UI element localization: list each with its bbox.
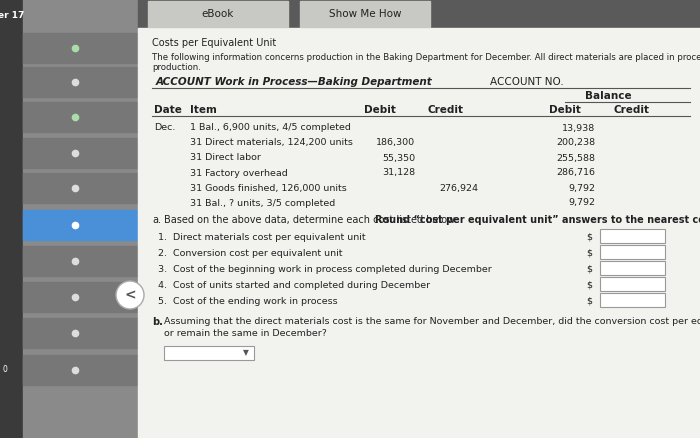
Text: a.: a.	[152, 215, 161, 225]
Text: 31 Goods finished, 126,000 units: 31 Goods finished, 126,000 units	[190, 184, 346, 192]
Text: 5.  Cost of the ending work in process: 5. Cost of the ending work in process	[158, 297, 337, 305]
Text: ACCOUNT NO.: ACCOUNT NO.	[490, 77, 564, 87]
Text: 31 Direct labor: 31 Direct labor	[190, 153, 261, 162]
Text: Round “cost per equivalent unit” answers to the nearest cent.: Round “cost per equivalent unit” answers…	[375, 215, 700, 225]
Text: 9,792: 9,792	[568, 184, 595, 192]
Text: 4.  Cost of units started and completed during December: 4. Cost of units started and completed d…	[158, 280, 430, 290]
Text: 1.  Direct materials cost per equivalent unit: 1. Direct materials cost per equivalent …	[158, 233, 365, 241]
Bar	[23, 246, 138, 276]
Bar	[600, 277, 665, 291]
Text: Assuming that the direct materials cost is the same for November and December, d: Assuming that the direct materials cost …	[164, 318, 700, 326]
Bar	[23, 318, 138, 348]
Text: Based on the above data, determine each cost listed below.: Based on the above data, determine each …	[164, 215, 461, 225]
Text: $: $	[586, 265, 592, 273]
Text: 255,588: 255,588	[556, 153, 595, 162]
Text: $: $	[586, 297, 592, 305]
Text: or remain the same in December?: or remain the same in December?	[164, 329, 327, 339]
Text: 0: 0	[3, 365, 8, 374]
Text: Costs per Equivalent Unit: Costs per Equivalent Unit	[152, 38, 276, 48]
Text: 31 Direct materials, 124,200 units: 31 Direct materials, 124,200 units	[190, 138, 353, 148]
Text: 9,792: 9,792	[568, 198, 595, 208]
Text: $: $	[586, 233, 592, 241]
Text: b.: b.	[152, 317, 163, 327]
Bar	[600, 261, 665, 275]
Text: 276,924: 276,924	[439, 184, 478, 192]
Text: 286,716: 286,716	[556, 169, 595, 177]
Bar	[138, 28, 700, 438]
Bar	[300, 1, 430, 27]
Bar	[23, 138, 138, 168]
Text: Debit: Debit	[549, 105, 581, 115]
Bar	[138, 0, 700, 28]
Bar	[23, 355, 138, 385]
Text: eBook: eBook	[202, 9, 235, 19]
Text: 55,350: 55,350	[382, 153, 415, 162]
Text: 2.  Conversion cost per equivalent unit: 2. Conversion cost per equivalent unit	[158, 248, 342, 258]
Text: Credit: Credit	[614, 105, 650, 115]
Bar	[23, 210, 138, 240]
Text: ACCOUNT Work in Process—Baking Department: ACCOUNT Work in Process—Baking Departmen…	[156, 77, 433, 87]
Text: 31 Bal., ? units, 3/5 completed: 31 Bal., ? units, 3/5 completed	[190, 198, 335, 208]
Text: production.: production.	[152, 64, 201, 73]
Text: 31 Factory overhead: 31 Factory overhead	[190, 169, 288, 177]
Text: 200,238: 200,238	[556, 138, 595, 148]
Bar	[23, 282, 138, 312]
Text: 186,300: 186,300	[376, 138, 415, 148]
Bar	[0, 0, 23, 438]
Text: Balance: Balance	[584, 91, 631, 101]
Bar	[600, 229, 665, 243]
Circle shape	[116, 281, 144, 309]
Bar	[23, 173, 138, 203]
Text: 31,128: 31,128	[382, 169, 415, 177]
Text: Item: Item	[190, 105, 217, 115]
Text: er 17: er 17	[0, 11, 25, 20]
Text: Debit: Debit	[364, 105, 396, 115]
Bar	[23, 102, 138, 132]
Text: $: $	[586, 280, 592, 290]
Text: ▼: ▼	[243, 349, 249, 357]
Text: <: <	[124, 288, 136, 302]
Text: Show Me How: Show Me How	[329, 9, 401, 19]
Bar	[600, 245, 665, 259]
Bar	[23, 67, 138, 97]
Text: Dec.: Dec.	[154, 124, 176, 133]
Text: Credit: Credit	[427, 105, 463, 115]
Bar	[164, 346, 254, 360]
Text: 1 Bal., 6,900 units, 4/5 completed: 1 Bal., 6,900 units, 4/5 completed	[190, 124, 351, 133]
Bar	[148, 1, 288, 27]
Bar	[23, 33, 138, 63]
Text: Date: Date	[154, 105, 182, 115]
Text: The following information concerns production in the Baking Department for Decem: The following information concerns produ…	[152, 53, 700, 63]
Text: $: $	[586, 248, 592, 258]
Text: 3.  Cost of the beginning work in process completed during December: 3. Cost of the beginning work in process…	[158, 265, 491, 273]
Bar	[600, 293, 665, 307]
Bar	[23, 0, 138, 438]
Text: 13,938: 13,938	[561, 124, 595, 133]
